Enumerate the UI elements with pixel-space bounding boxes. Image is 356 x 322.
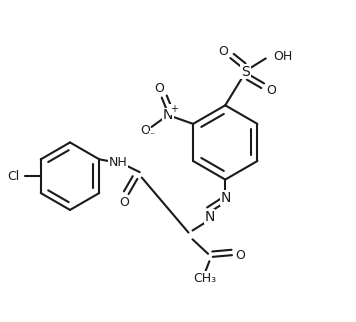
Text: S: S xyxy=(241,65,250,79)
Text: O: O xyxy=(140,125,150,137)
Text: O: O xyxy=(235,249,245,262)
Text: N: N xyxy=(163,109,173,122)
Text: NH: NH xyxy=(109,156,127,169)
Text: ⁻: ⁻ xyxy=(149,131,154,141)
Text: OH: OH xyxy=(273,50,293,63)
Text: CH₃: CH₃ xyxy=(193,272,216,285)
Text: O: O xyxy=(120,196,130,209)
Text: N: N xyxy=(220,191,231,205)
Text: +: + xyxy=(170,104,178,114)
Text: O: O xyxy=(155,82,164,95)
Text: N: N xyxy=(204,210,215,224)
Text: O: O xyxy=(219,45,229,59)
Text: Cl: Cl xyxy=(7,170,20,183)
Text: O: O xyxy=(266,84,276,97)
